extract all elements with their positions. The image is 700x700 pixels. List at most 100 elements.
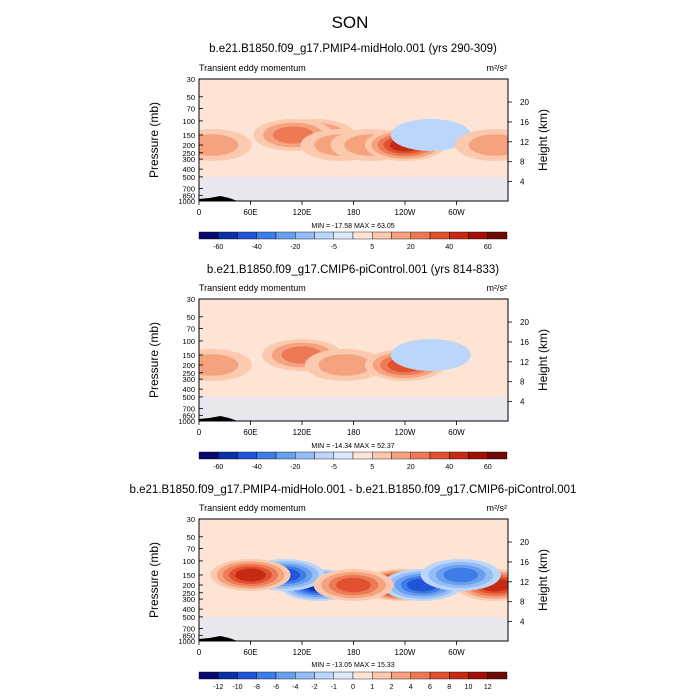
colorbar-box — [198, 231, 219, 240]
contour-field — [199, 519, 508, 641]
contour-field — [199, 79, 508, 201]
colorbar-box — [410, 231, 431, 240]
contour-band — [199, 354, 239, 376]
colorbar-label: 0 — [351, 684, 355, 691]
y-tick-label: 1000 — [178, 637, 195, 646]
colorbar-box — [468, 671, 488, 680]
contour-band — [390, 118, 471, 151]
x-tick-label: 180 — [347, 648, 361, 657]
page-title: SON — [332, 13, 369, 32]
colorbar-label: 10 — [465, 684, 473, 691]
x-tick-label: 120E — [293, 428, 312, 437]
y-tick-label: 300 — [182, 155, 195, 164]
field-lower-band — [199, 616, 508, 641]
colorbar-label: 2 — [390, 684, 394, 691]
colorbar-label: -60 — [213, 244, 223, 251]
y-tick-label: 500 — [182, 393, 195, 402]
colorbar-box — [391, 671, 411, 680]
colorbar-box — [333, 671, 354, 680]
colorbar-box — [372, 231, 392, 240]
y-tick-label-right: 16 — [520, 558, 529, 567]
panel-2: b.e21.B1850.f09_g17.CMIP6-piControl.001 … — [147, 264, 550, 471]
colorbar-box — [333, 451, 354, 460]
panel-title: b.e21.B1850.f09_g17.CMIP6-piControl.001 … — [207, 264, 499, 276]
colorbar-label: -6 — [273, 684, 279, 691]
y-tick-label-right: 20 — [520, 318, 529, 327]
x-tick-label: 0 — [197, 648, 202, 657]
y-tick-label: 850 — [182, 631, 195, 640]
colorbar-box — [333, 231, 354, 240]
colorbar-box — [391, 231, 411, 240]
y-tick-label: 100 — [182, 337, 195, 346]
colorbar-label: 20 — [407, 244, 415, 251]
y-tick-label-right: 8 — [520, 158, 525, 167]
colorbar-box — [487, 231, 508, 240]
colorbar-label: -12 — [213, 684, 223, 691]
topography-mask — [199, 196, 238, 201]
y-tick-label-right: 8 — [520, 598, 525, 607]
y-tick-label: 70 — [187, 544, 195, 553]
y-tick-label-right: 12 — [520, 358, 529, 367]
colorbar-box — [218, 451, 238, 460]
colorbar-label: -20 — [290, 244, 300, 251]
y-tick-label: 30 — [187, 295, 195, 304]
x-tick-label: 120W — [395, 208, 416, 217]
panel-title: b.e21.B1850.f09_g17.PMIP4-midHolo.001 - … — [130, 484, 577, 496]
y-tick-label-right: 4 — [520, 178, 525, 187]
colorbar-box — [352, 671, 373, 680]
colorbar-label: 8 — [447, 684, 451, 691]
x-tick-label: 120W — [395, 428, 416, 437]
colorbar-box — [372, 671, 392, 680]
colorbar-box — [295, 671, 315, 680]
y-tick-label: 200 — [182, 141, 195, 150]
colorbar-box — [275, 451, 296, 460]
colorbar-box — [429, 451, 450, 460]
y-tick-label-right: 8 — [520, 378, 525, 387]
colorbar: -60 -40 -20 -5 5 20 40 60 — [198, 451, 508, 471]
colorbar-box — [449, 451, 469, 460]
x-tick-label: 60W — [448, 208, 465, 217]
y-tick-label: 400 — [182, 165, 195, 174]
y-tick-label: 300 — [182, 375, 195, 384]
colorbar-box — [352, 451, 373, 460]
panel-subtitle: Transient eddy momentum — [199, 503, 306, 513]
colorbar-box — [391, 451, 411, 460]
min-max-label: MIN = -17.58 MAX = 63.05 — [311, 223, 394, 230]
y-tick-label: 30 — [187, 75, 195, 84]
y-tick-label: 150 — [182, 131, 195, 140]
x-tick-label: 120E — [293, 648, 312, 657]
units-label: m²/s² — [487, 283, 508, 293]
colorbar-box — [314, 671, 334, 680]
y-tick-label: 1000 — [178, 417, 195, 426]
panel-3: b.e21.B1850.f09_g17.PMIP4-midHolo.001 - … — [130, 484, 577, 691]
y-axis-label: Pressure (mb) — [147, 102, 161, 178]
y-tick-label: 500 — [182, 613, 195, 622]
topography-mask — [199, 416, 238, 421]
colorbar-label: 60 — [484, 464, 492, 471]
contour-field — [199, 299, 508, 421]
colorbar-box — [237, 671, 257, 680]
colorbar-box — [256, 231, 277, 240]
colorbar-box — [295, 231, 315, 240]
y-tick-label-right: 16 — [520, 338, 529, 347]
y-tick-label: 200 — [182, 581, 195, 590]
y-tick-label: 150 — [182, 571, 195, 580]
y-tick-label: 100 — [182, 557, 195, 566]
contour-band — [443, 567, 479, 583]
colorbar-label: -60 — [213, 464, 223, 471]
colorbar-box — [487, 671, 508, 680]
y-axis-label-right: Height (km) — [536, 329, 550, 391]
y-tick-label: 30 — [187, 515, 195, 524]
colorbar-box — [449, 231, 469, 240]
units-label: m²/s² — [487, 503, 508, 513]
min-max-label: MIN = -14.34 MAX = 52.37 — [311, 443, 394, 450]
colorbar-box — [314, 231, 334, 240]
y-tick-label: 250 — [182, 589, 195, 598]
contour-band — [199, 134, 239, 156]
topography-mask — [199, 636, 238, 641]
colorbar-label: -10 — [232, 684, 242, 691]
units-label: m²/s² — [487, 63, 508, 73]
y-tick-label-right: 12 — [520, 578, 529, 587]
